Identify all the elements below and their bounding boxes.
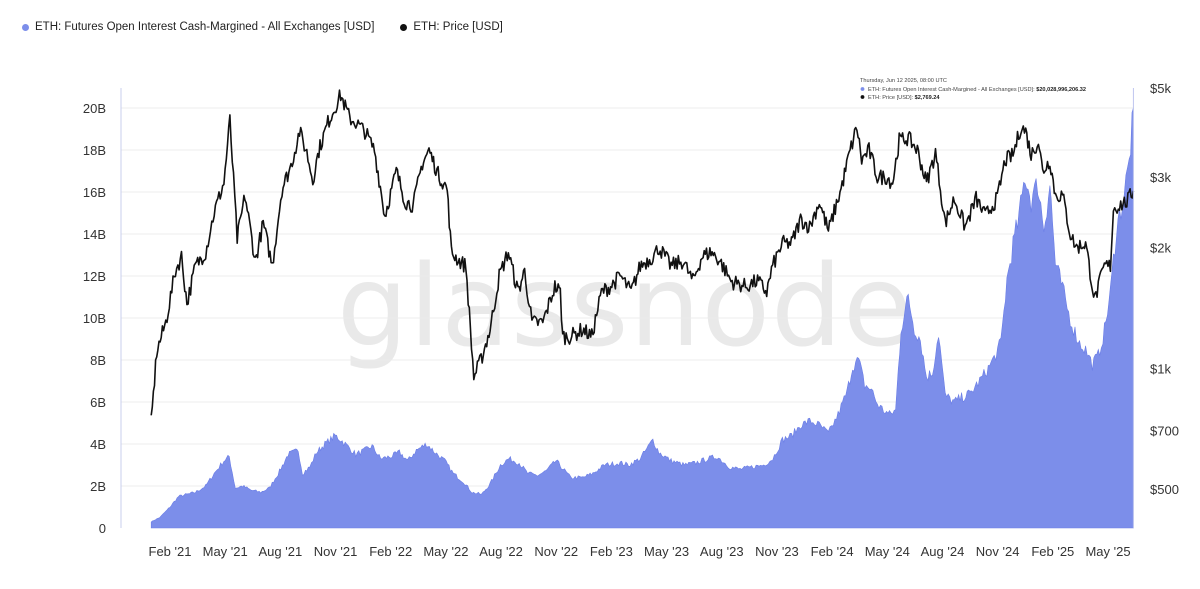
y-axis-right: $500 $700 $1k $2k $3k $5k (1150, 81, 1179, 497)
x-tick: Aug '24 (921, 544, 965, 559)
x-tick: Aug '23 (700, 544, 744, 559)
tooltip-oi-value: $20,028,996,206.32 (1036, 87, 1086, 93)
y-tick-left: 2B (90, 479, 106, 494)
tooltip-oi-label: ETH: Futures Open Interest Cash-Margined… (868, 87, 1035, 93)
x-tick: May '23 (644, 544, 689, 559)
x-tick: May '24 (865, 544, 910, 559)
legend-dot-open-interest (22, 23, 29, 31)
legend-item-price[interactable]: ETH: Price [USD] (400, 21, 503, 33)
y-tick-right: $2k (1150, 241, 1171, 256)
x-tick: Feb '22 (369, 544, 412, 559)
legend: ETH: Futures Open Interest Cash-Margined… (22, 21, 503, 33)
y-tick-left: 4B (90, 437, 106, 452)
y-tick-left: 16B (83, 185, 106, 200)
x-tick: Aug '21 (259, 544, 303, 559)
x-tick: Feb '21 (149, 544, 192, 559)
y-tick-right: $500 (1150, 482, 1179, 497)
x-tick: Nov '23 (755, 544, 799, 559)
y-tick-right: $1k (1150, 361, 1171, 376)
x-tick: May '25 (1085, 544, 1130, 559)
x-tick: Feb '25 (1031, 544, 1074, 559)
y-tick-right: $700 (1150, 423, 1179, 438)
y-tick-left: 10B (83, 311, 106, 326)
y-tick-right: $5k (1150, 81, 1171, 96)
tooltip-price-value: $2,769.24 (915, 95, 941, 101)
legend-label-price: ETH: Price [USD] (413, 21, 503, 33)
y-tick-left: 12B (83, 269, 106, 284)
legend-dot-price (400, 23, 408, 31)
series-open-interest-area (150, 107, 1134, 529)
legend-label-open-interest: ETH: Futures Open Interest Cash-Margined… (35, 21, 375, 33)
x-axis: Feb '21 May '21 Aug '21 Nov '21 Feb '22 May '… (149, 544, 1131, 559)
legend-item-open-interest[interactable]: ETH: Futures Open Interest Cash-Margined… (22, 21, 374, 33)
y-tick-right: $3k (1150, 170, 1171, 185)
series-price-line (150, 89, 1135, 416)
y-tick-left: 14B (83, 227, 106, 242)
x-tick: Nov '21 (314, 544, 358, 559)
tooltip-row-open-interest: ETH: Futures Open Interest Cash-Margined… (868, 87, 1086, 93)
watermark: glassnode (337, 242, 913, 372)
y-tick-left: 20B (83, 101, 106, 116)
x-tick: Nov '22 (534, 544, 578, 559)
x-tick: Nov '24 (976, 544, 1020, 559)
y-axis-left: 0 2B 4B 6B 8B 10B 12B 14B 16B 18B 20B (83, 101, 106, 536)
y-tick-left: 8B (90, 353, 106, 368)
tooltip-price-label: ETH: Price [USD]: (868, 95, 914, 101)
x-tick: May '22 (423, 544, 468, 559)
y-tick-left: 6B (90, 395, 106, 410)
x-tick: Feb '23 (590, 544, 633, 559)
y-tick-left: 18B (83, 143, 106, 158)
tooltip: Thursday, Jun 12 2025, 08:00 UTC ETH: Fu… (860, 78, 1086, 101)
x-tick: Feb '24 (811, 544, 854, 559)
y-tick-left: 0 (99, 521, 106, 536)
tooltip-dot-price (860, 95, 865, 99)
tooltip-date: Thursday, Jun 12 2025, 08:00 UTC (860, 78, 947, 84)
tooltip-row-price: ETH: Price [USD]: $2,769.24 (868, 95, 940, 101)
x-tick: May '21 (203, 544, 248, 559)
x-tick: Aug '22 (479, 544, 523, 559)
tooltip-dot-open-interest (860, 87, 865, 91)
